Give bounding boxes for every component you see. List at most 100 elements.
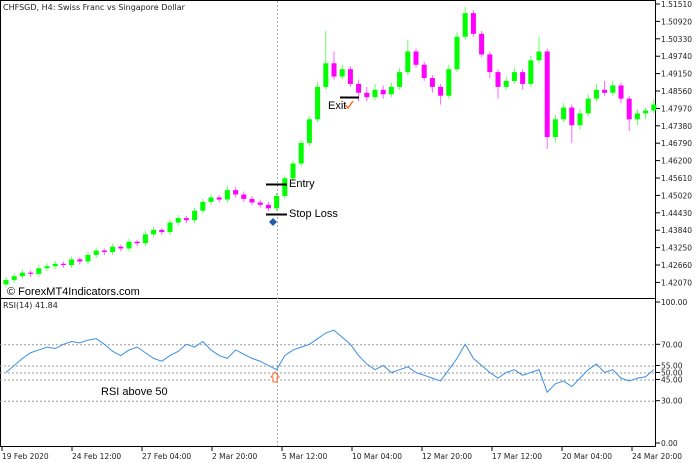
candle	[249, 195, 255, 206]
candle-body	[249, 198, 255, 203]
y-tick-label: 1.49150	[661, 70, 692, 79]
candle-body	[19, 272, 25, 277]
candle	[224, 185, 230, 203]
candle-body	[142, 234, 148, 244]
candle-body	[3, 280, 9, 285]
candle-body	[462, 13, 468, 37]
candle	[290, 160, 296, 182]
x-tick-label: 24 Mar 20:00	[632, 452, 682, 461]
candle	[175, 215, 181, 226]
candle	[200, 198, 206, 214]
y-tick-label: 1.46790	[661, 139, 692, 148]
y-tick-label: 1.51510	[661, 0, 692, 9]
candle-body	[446, 69, 452, 96]
candle-body	[11, 276, 17, 281]
candle	[364, 86, 370, 102]
candle-body	[470, 13, 476, 34]
rsi-y-tick-label: 0.00	[661, 439, 678, 448]
candle	[544, 48, 550, 149]
candle-body	[241, 194, 247, 199]
candle-body	[192, 210, 198, 221]
candle-body	[134, 241, 140, 244]
candle-body	[438, 86, 444, 96]
candle	[85, 252, 91, 265]
candle	[183, 216, 189, 224]
candle	[192, 207, 198, 224]
candle-body	[429, 78, 435, 87]
candle-body	[585, 98, 591, 114]
candles	[3, 7, 657, 288]
candle	[511, 67, 517, 84]
candle	[528, 55, 534, 87]
candle-body	[151, 229, 157, 235]
candle	[282, 175, 288, 199]
candle	[479, 30, 485, 58]
candle	[495, 69, 501, 99]
x-tick-label: 27 Feb 04:00	[142, 452, 191, 461]
candle-body	[183, 218, 189, 221]
candle	[233, 187, 239, 198]
candle	[52, 260, 58, 270]
candle-body	[208, 197, 214, 202]
candle	[585, 94, 591, 117]
candle-body	[511, 72, 517, 81]
x-tick-label: 2 Mar 20:00	[212, 452, 258, 461]
y-tick-label: 1.46200	[661, 157, 692, 166]
candle	[77, 257, 83, 265]
candle	[487, 51, 493, 79]
x-tick-label: 10 Mar 04:00	[352, 452, 402, 461]
candle-body	[651, 104, 657, 111]
candle	[101, 248, 107, 255]
rsi-header: RSI(14) 41.84	[3, 301, 58, 310]
candle	[454, 32, 460, 73]
candle-body	[200, 201, 206, 211]
y-tick-label: 1.43250	[661, 244, 692, 253]
candle-body	[503, 80, 509, 87]
rsi-y-tick-label: 100.00	[661, 298, 687, 307]
candle	[151, 226, 157, 238]
candle	[93, 247, 99, 258]
candle-body	[265, 204, 271, 209]
exit-check-icon	[344, 100, 354, 110]
candle	[520, 69, 526, 90]
candle	[577, 108, 583, 130]
chart-border	[0, 0, 656, 447]
y-tick-label: 1.49740	[661, 52, 692, 61]
candle	[126, 238, 132, 252]
candle-body	[159, 229, 165, 232]
candle-body	[118, 246, 124, 249]
trade-marks	[266, 96, 359, 383]
candle	[159, 227, 165, 235]
stop-loss-label: Stop Loss	[289, 208, 338, 220]
candle-body	[372, 89, 378, 98]
x-tick-label: 5 Mar 12:00	[282, 452, 328, 461]
candle	[118, 244, 124, 252]
candle-body	[626, 98, 632, 120]
candle-body	[282, 178, 288, 196]
candle-body	[388, 86, 394, 95]
candle	[503, 76, 509, 90]
candle-body	[224, 190, 230, 200]
candle-body	[315, 86, 321, 120]
candle	[323, 30, 329, 90]
rsi-y-tick-label: 55.00	[661, 361, 683, 370]
candle-body	[306, 119, 312, 143]
candle-body	[421, 64, 427, 79]
candle	[470, 10, 476, 37]
candle	[142, 231, 148, 247]
candle	[569, 104, 575, 143]
y-tick-label: 1.44430	[661, 209, 692, 218]
y-tick-label: 1.42660	[661, 261, 692, 270]
candle-body	[274, 195, 280, 209]
candle	[610, 80, 616, 96]
y-tick-label: 1.48560	[661, 87, 692, 96]
candle-body	[397, 72, 403, 87]
rsi-pane	[5, 329, 655, 394]
candle	[446, 64, 452, 99]
candle-body	[643, 110, 649, 114]
candle	[634, 108, 640, 126]
candle	[44, 263, 50, 272]
rsi-line	[5, 329, 655, 394]
